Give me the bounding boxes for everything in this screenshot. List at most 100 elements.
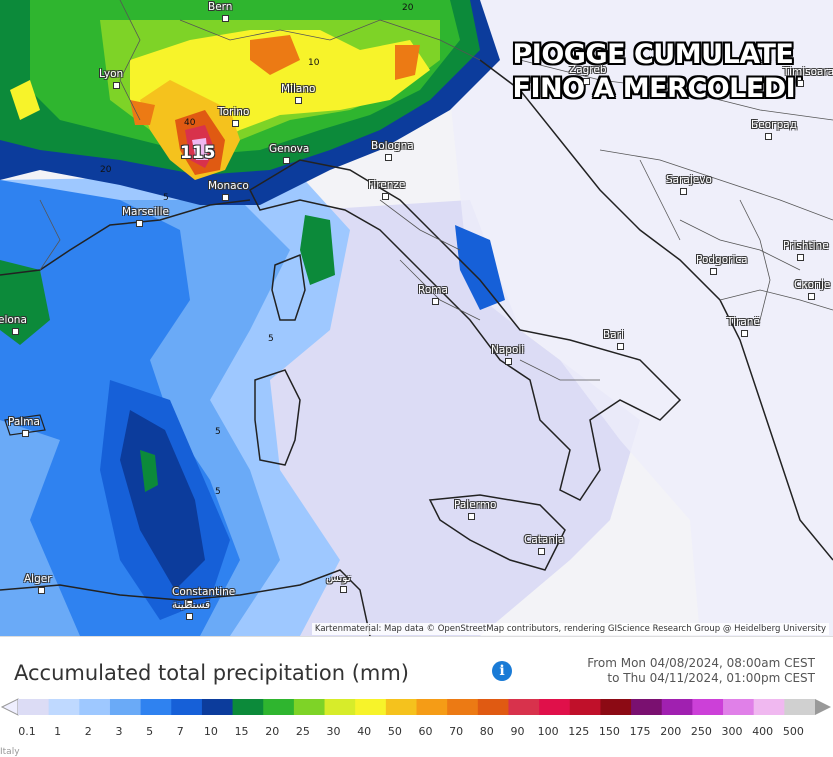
city-dot (38, 587, 45, 594)
scale-tick-label: 100 (537, 725, 559, 738)
scale-tick-label: 20 (265, 725, 280, 738)
scale-tick-label: 1 (54, 725, 62, 738)
range-from: From Mon 04/08/2024, 08:00am CEST (587, 656, 815, 670)
scale-tick-label: 25 (295, 725, 310, 738)
precipitation-map[interactable]: PIOGGE CUMULATE FINO A MERCOLEDI' Bern Ly… (0, 0, 833, 636)
city-label: Genova (269, 143, 310, 155)
city-label: Catania (524, 534, 565, 546)
scale-tick-label: 2 (84, 725, 92, 738)
color-scale-ticks: 0.1 1 2 3 5 7 10 15 20 25 30 40 50 60 70 80 90 100 125 150 1… (0, 725, 833, 739)
scale-tick-label: 250 (690, 725, 712, 738)
scale-swatch (48, 699, 80, 715)
city-label: Скопје (794, 279, 831, 291)
city-dot (797, 80, 804, 87)
city-label: Marseille (122, 206, 169, 218)
city-label: Palermo (454, 499, 497, 511)
scale-tick-label: 60 (418, 725, 433, 738)
scale-swatch (477, 699, 509, 715)
city-dot (340, 586, 347, 593)
city-label: Monaco (208, 180, 249, 192)
city-label: elona (0, 314, 27, 326)
contour-label: 5 (215, 427, 221, 437)
city-label: Prishtine (783, 240, 829, 252)
scale-swatch (600, 699, 632, 715)
scale-tick-label: 5 (146, 725, 154, 738)
time-range: From Mon 04/08/2024, 08:00am CEST to Thu… (587, 656, 815, 686)
city-label: Lyon (99, 68, 124, 80)
city-dot (136, 220, 143, 227)
city-dot (617, 343, 624, 350)
scale-tick-label: 200 (660, 725, 682, 738)
city-dot (741, 330, 748, 337)
city-dot (382, 193, 389, 200)
scale-swatch (661, 699, 693, 715)
scale-tick-label: 7 (176, 725, 184, 738)
city-dot (432, 298, 439, 305)
city-label: Bari (603, 329, 624, 341)
headline-line-2: FINO A MERCOLEDI' (512, 73, 804, 104)
scale-swatch (109, 699, 142, 715)
scale-swatch (79, 699, 111, 715)
scale-tick-label: 0.1 (18, 725, 36, 738)
scale-swatch (140, 699, 172, 715)
contour-label: 5 (163, 193, 169, 203)
scale-swatch (232, 699, 264, 715)
scale-tick-label: 3 (115, 725, 123, 738)
scale-swatch (201, 699, 234, 715)
city-dot (22, 430, 29, 437)
city-label: Roma (418, 284, 448, 296)
scale-tick-label: 10 (203, 725, 218, 738)
city-dot (232, 120, 239, 127)
city-label: Timisoara (783, 66, 833, 78)
map-canvas (0, 0, 833, 636)
scale-swatch (416, 699, 448, 715)
scale-swatch (447, 699, 479, 715)
scale-swatch (784, 699, 816, 715)
scale-right-arrow (815, 699, 831, 715)
map-attribution: Kartenmaterial: Map data © OpenStreetMap… (311, 623, 829, 635)
peak-value-label: 115 (180, 143, 216, 163)
contour-label: 40 (184, 118, 196, 128)
info-icon[interactable]: i (492, 661, 512, 681)
contour-label: 5 (215, 487, 221, 497)
city-dot (505, 358, 512, 365)
city-label: Alger (24, 573, 52, 585)
city-label: Milano (281, 83, 316, 95)
city-label: Sarajevo (666, 174, 712, 186)
scale-tick-label: 30 (326, 725, 341, 738)
scale-tick-label: 50 (387, 725, 402, 738)
scale-swatch (631, 699, 663, 715)
scale-swatch (385, 699, 417, 715)
city-dot (765, 133, 772, 140)
scale-tick-label: 175 (629, 725, 651, 738)
city-dot (12, 328, 19, 335)
scale-tick-label: 80 (479, 725, 494, 738)
city-label: Zagreb (569, 64, 607, 76)
legend-title: Accumulated total precipitation (mm) (14, 661, 409, 685)
city-label: تونس (326, 572, 351, 584)
city-label: Београд (751, 119, 797, 131)
city-label: Bern (208, 1, 233, 13)
city-dot (385, 154, 392, 161)
scale-tick-label: 500 (782, 725, 804, 738)
scale-tick-label: 40 (357, 725, 372, 738)
legend-footer: Italy (0, 747, 20, 757)
scale-left-arrow (0, 698, 19, 716)
city-label: قسنطينة (172, 599, 211, 611)
city-dot (538, 548, 545, 555)
city-dot (283, 157, 290, 164)
scale-swatch (539, 699, 571, 715)
scale-tick-label: 125 (568, 725, 590, 738)
city-label: Torino (218, 106, 250, 118)
city-label: Palma (8, 416, 40, 428)
color-scale-bar (0, 698, 831, 716)
scale-swatch (171, 699, 203, 715)
scale-tick-label: 400 (752, 725, 774, 738)
city-label: Firenze (368, 179, 406, 191)
contour-label: 5 (268, 334, 274, 344)
scale-swatch (18, 699, 50, 715)
city-dot (186, 600, 193, 607)
city-dot (468, 513, 475, 520)
city-dot (680, 188, 687, 195)
scale-tick-label: 300 (721, 725, 743, 738)
